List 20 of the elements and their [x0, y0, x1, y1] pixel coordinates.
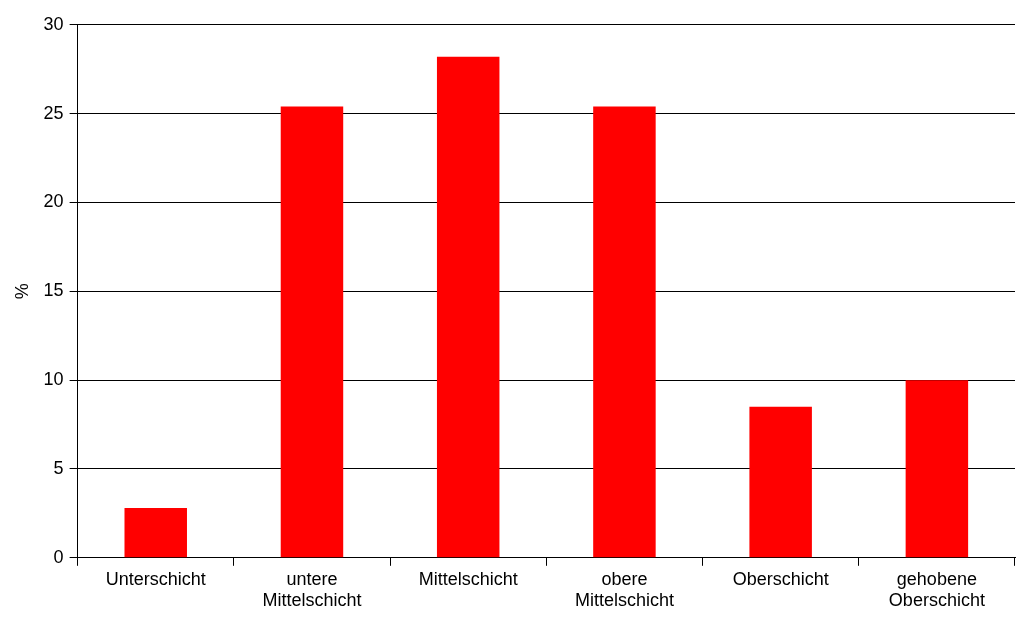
y-tick-label: 30: [43, 13, 64, 34]
bar: [436, 56, 500, 558]
x-tick-label: Unterschicht: [105, 568, 206, 589]
x-tick-label: obere Mittelschicht: [574, 568, 674, 611]
y-tick-label: 0: [53, 546, 64, 567]
y-axis-title: %: [11, 283, 32, 300]
x-tick-label: Mittelschicht: [418, 568, 518, 589]
y-tick-label: 25: [43, 102, 64, 123]
bar: [124, 508, 187, 558]
y-tick-label: 5: [53, 457, 64, 478]
y-tick-label: 10: [43, 369, 64, 390]
x-tick-label: Oberschicht: [732, 568, 829, 589]
bar: [749, 406, 812, 558]
bar: [905, 380, 969, 558]
x-tick-label: gehobene Oberschicht: [888, 568, 985, 611]
bar: [280, 106, 344, 558]
x-tick-label: untere Mittelschicht: [262, 568, 362, 611]
bar: [593, 106, 656, 558]
y-tick-label: 20: [43, 191, 64, 212]
y-tick-label: 15: [43, 280, 64, 301]
